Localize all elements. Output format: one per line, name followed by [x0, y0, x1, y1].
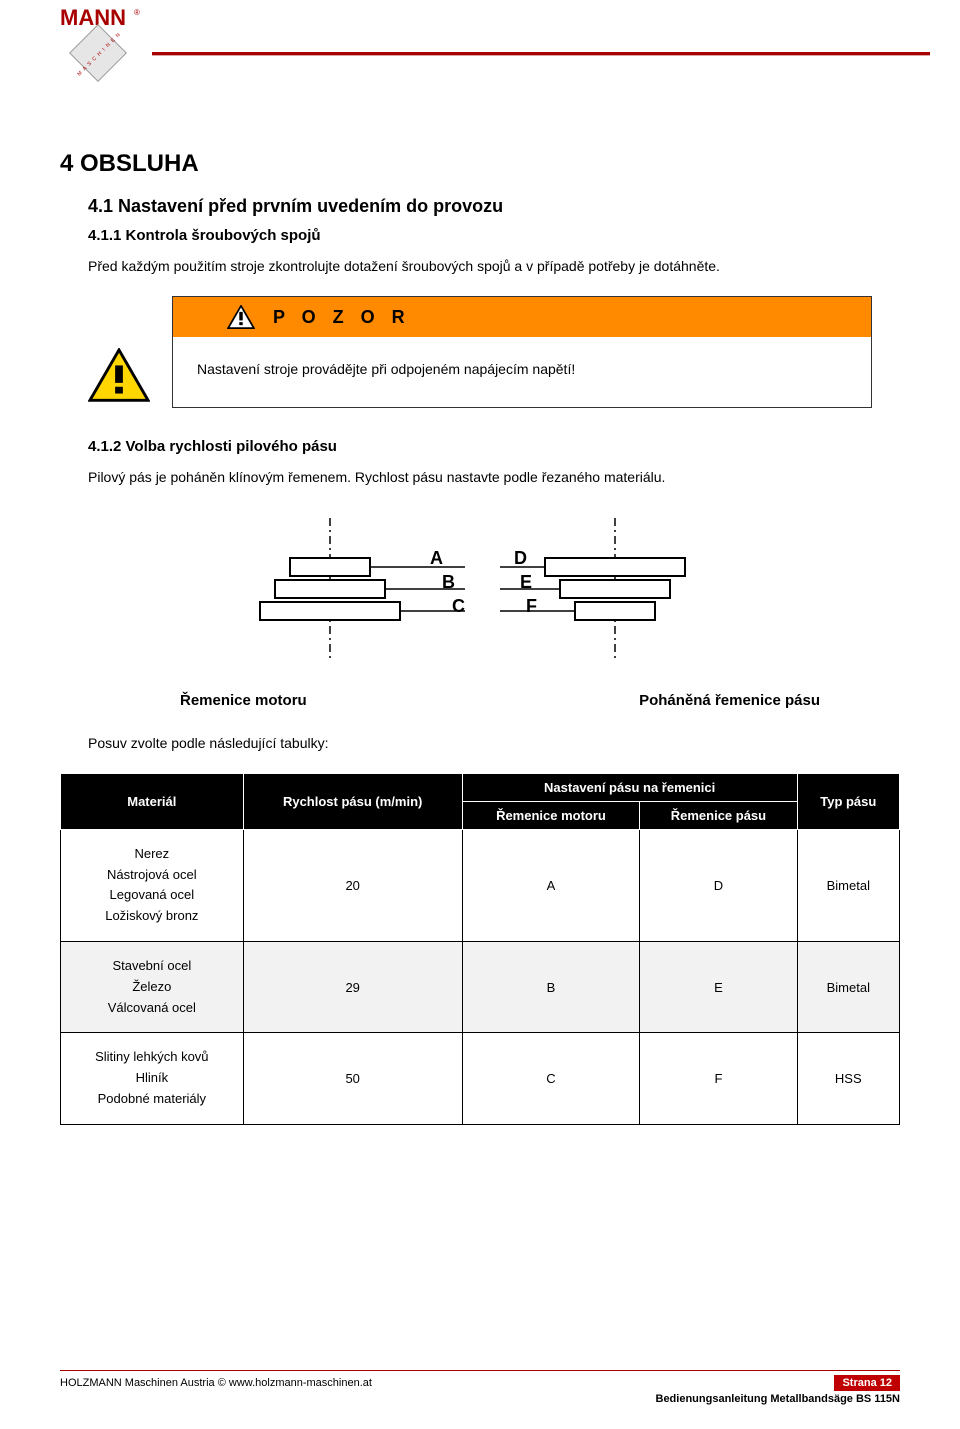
cell-material: NerezNástrojová ocelLegovaná ocelLožisko…	[61, 829, 244, 941]
footer-subtitle: Bedienungsanleitung Metallbandsäge BS 11…	[60, 1393, 900, 1405]
diag-label-A: A	[430, 548, 443, 568]
cell-motor: C	[462, 1033, 640, 1124]
page-footer: HOLZMANN Maschinen Austria © www.holzman…	[60, 1370, 900, 1405]
cell-speed: 50	[243, 1033, 462, 1124]
logo-text-mann: MANN	[60, 5, 126, 30]
heading-1: 4 OBSLUHA	[60, 150, 900, 178]
para-3: Posuv zvolte podle následující tabulky:	[88, 733, 900, 753]
pulley-diagram: A B C D E F	[220, 508, 740, 668]
table-row: Stavební ocelŽelezoVálcovaná ocel29BEBim…	[61, 942, 900, 1033]
brand-logo: MANN ® M A S C H I N E N HOLZ	[30, 5, 150, 120]
th-type: Typ pásu	[797, 773, 899, 829]
th-material: Materiál	[61, 773, 244, 829]
cell-type: HSS	[797, 1033, 899, 1124]
heading-3b: 4.1.2 Volba rychlosti pilového pásu	[88, 438, 900, 455]
cell-driven: E	[640, 942, 797, 1033]
cell-driven: D	[640, 829, 797, 941]
footer-left: HOLZMANN Maschinen Austria © www.holzman…	[60, 1377, 372, 1389]
cell-motor: A	[462, 829, 640, 941]
heading-2: 4.1 Nastavení před prvním uvedením do pr…	[88, 196, 900, 217]
page-header: MANN ® M A S C H I N E N HOLZ	[60, 10, 900, 120]
speed-table: Materiál Rychlost pásu (m/min) Nastavení…	[60, 773, 900, 1125]
cell-driven: F	[640, 1033, 797, 1124]
table-row: NerezNástrojová ocelLegovaná ocelLožisko…	[61, 829, 900, 941]
cell-material: Stavební ocelŽelezoVálcovaná ocel	[61, 942, 244, 1033]
warning-body: Nastavení stroje provádějte při odpojené…	[173, 337, 871, 407]
warning-block: P O Z O R Nastavení stroje provádějte př…	[88, 296, 872, 408]
diagram-caption-left: Řemenice motoru	[180, 692, 307, 709]
diag-label-E: E	[520, 572, 532, 592]
cell-motor: B	[462, 942, 640, 1033]
cell-speed: 29	[243, 942, 462, 1033]
warning-icon-small	[227, 305, 255, 329]
th-driven: Řemenice pásu	[640, 801, 797, 829]
header-rule	[152, 52, 930, 55]
page-number-badge: Strana 12	[834, 1375, 900, 1391]
th-motor: Řemenice motoru	[462, 801, 640, 829]
diagram-caption-right: Poháněná řemenice pásu	[639, 692, 820, 709]
svg-text:®: ®	[134, 8, 140, 17]
cell-type: Bimetal	[797, 829, 899, 941]
cell-material: Slitiny lehkých kovůHliníkPodobné materi…	[61, 1033, 244, 1124]
diag-label-B: B	[442, 572, 455, 592]
table-row: Slitiny lehkých kovůHliníkPodobné materi…	[61, 1033, 900, 1124]
warning-title-text: P O Z O R	[273, 307, 411, 328]
heading-3a: 4.1.1 Kontrola šroubových spojů	[88, 227, 900, 244]
para-1: Před každým použitím stroje zkontrolujte…	[88, 256, 900, 276]
cell-type: Bimetal	[797, 942, 899, 1033]
diag-label-C: C	[452, 596, 465, 616]
warning-icon	[88, 348, 150, 407]
diag-label-F: F	[526, 596, 537, 616]
diag-label-D: D	[514, 548, 527, 568]
para-2: Pilový pás je poháněn klínovým řemenem. …	[88, 467, 900, 487]
warning-title-bar: P O Z O R	[173, 297, 871, 337]
th-speed: Rychlost pásu (m/min)	[243, 773, 462, 829]
cell-speed: 20	[243, 829, 462, 941]
th-setting: Nastavení pásu na řemenici	[462, 773, 797, 801]
